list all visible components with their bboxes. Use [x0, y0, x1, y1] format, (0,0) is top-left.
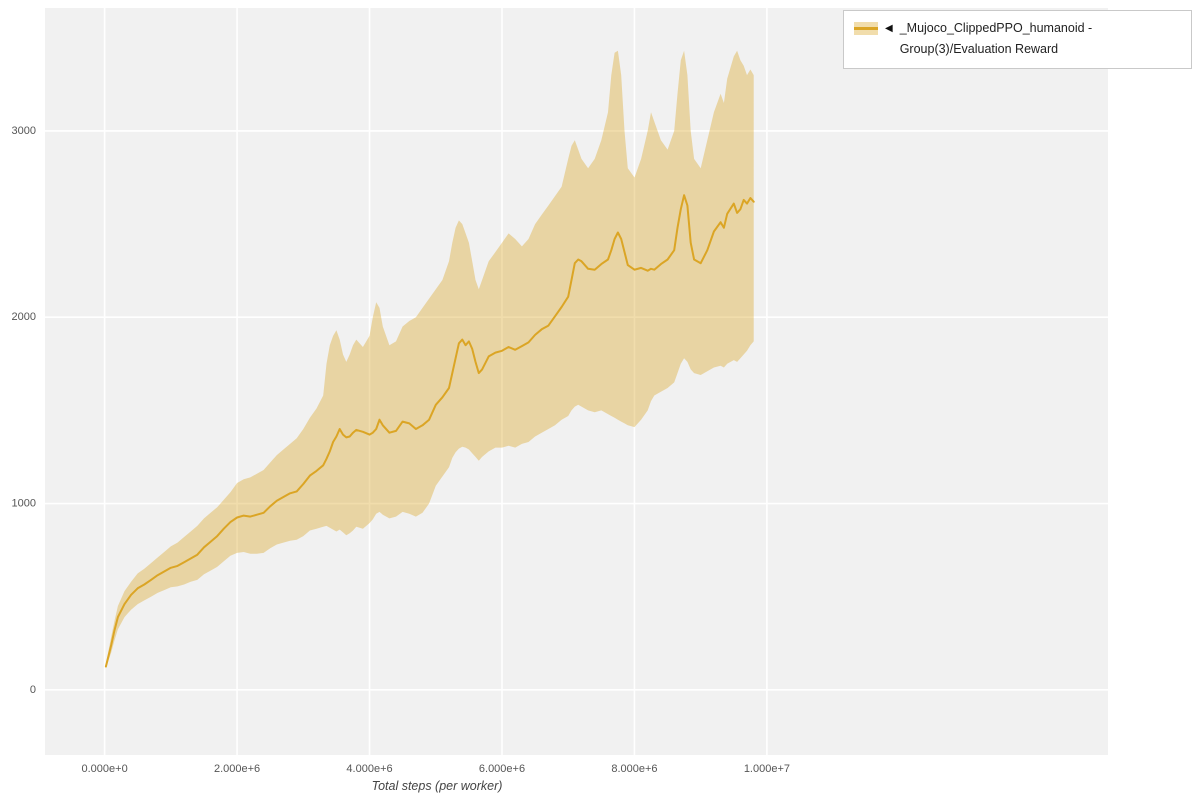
- x-axis-label: Total steps (per worker): [371, 779, 503, 793]
- legend-collapse-icon[interactable]: ◀: [885, 23, 893, 34]
- mean-line: [104, 194, 755, 668]
- svg-text:2000: 2000: [12, 311, 36, 323]
- x-tick-labels: 0.000e+0 2.000e+6 4.000e+6 6.000e+6 8.000e+6…: [82, 763, 790, 775]
- legend-item[interactable]: ◀ _Mujoco_ClippedPPO_humanoid - Group(3)…: [854, 18, 1181, 61]
- svg-text:0: 0: [30, 684, 36, 696]
- svg-text:8.000e+6: 8.000e+6: [611, 763, 657, 775]
- legend: ◀ _Mujoco_ClippedPPO_humanoid - Group(3)…: [843, 10, 1192, 69]
- svg-text:1.000e+7: 1.000e+7: [744, 763, 790, 775]
- legend-swatch-line: [854, 27, 878, 30]
- svg-text:6.000e+6: 6.000e+6: [479, 763, 525, 775]
- confidence-band: [105, 50, 754, 669]
- y-tick-labels: 0 1000 2000 3000: [12, 125, 36, 696]
- legend-item-label: _Mujoco_ClippedPPO_humanoid - Group(3)/E…: [899, 21, 1093, 57]
- legend-swatch-band: [854, 22, 878, 35]
- plot-background: [45, 8, 1108, 755]
- svg-text:1000: 1000: [12, 498, 36, 510]
- svg-text:4.000e+6: 4.000e+6: [346, 763, 392, 775]
- gridlines: [45, 8, 1108, 755]
- svg-text:3000: 3000: [12, 125, 36, 137]
- svg-text:0.000e+0: 0.000e+0: [82, 763, 128, 775]
- svg-text:2.000e+6: 2.000e+6: [214, 763, 260, 775]
